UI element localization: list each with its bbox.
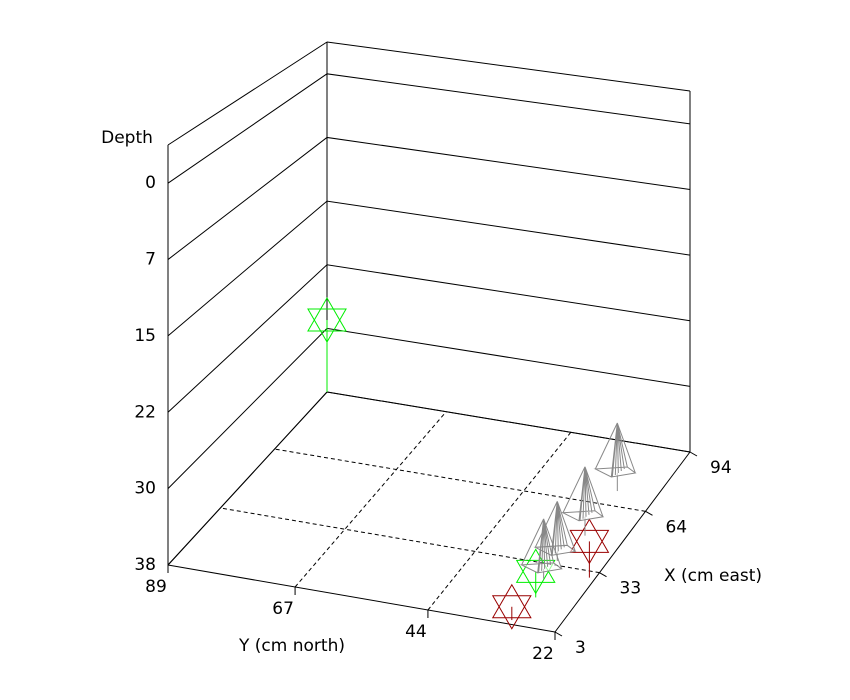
data-point <box>533 501 577 556</box>
y-tick-label: 89 <box>145 577 167 597</box>
tick-mark <box>599 572 607 578</box>
axis-line <box>167 564 556 633</box>
x-tick-label: 64 <box>665 517 687 537</box>
grid-line <box>167 264 691 413</box>
data-point <box>569 518 610 565</box>
z-tick-label: 7 <box>145 250 156 270</box>
data-point <box>307 296 347 343</box>
data-point <box>519 518 563 574</box>
y-tick-label: 44 <box>405 622 427 642</box>
tick-mark <box>689 451 698 457</box>
grid-line <box>167 200 691 337</box>
x-tick-label: 94 <box>710 458 732 478</box>
x-axis-label: X (cm east) <box>664 566 762 586</box>
grid-line <box>220 507 600 574</box>
y-tick-label: 22 <box>532 644 554 664</box>
z-tick-label: 22 <box>134 402 156 422</box>
z-axis-label: Depth <box>101 128 153 148</box>
y-tick-label: 67 <box>272 599 294 619</box>
z-tick-label: 0 <box>145 173 156 193</box>
x-tick-label: 3 <box>575 638 586 658</box>
grid-line <box>167 136 691 260</box>
z-tick-label: 30 <box>134 479 156 499</box>
axis-line <box>326 41 691 92</box>
grid-line <box>167 391 691 566</box>
z-tick-label: 38 <box>134 555 156 575</box>
grid-line <box>167 73 691 184</box>
z-tick-label: 15 <box>134 326 156 346</box>
data-point <box>491 583 532 630</box>
x-tick-label: 33 <box>620 579 642 599</box>
data-point <box>593 422 637 478</box>
axis-line <box>554 451 691 633</box>
grid-line <box>294 411 447 588</box>
tick-mark <box>554 631 563 637</box>
grid-line <box>427 431 572 611</box>
axis-line <box>167 41 328 146</box>
tick-mark <box>645 510 653 516</box>
y-axis-label: Y (cm north) <box>238 636 345 656</box>
data-point <box>561 466 605 522</box>
